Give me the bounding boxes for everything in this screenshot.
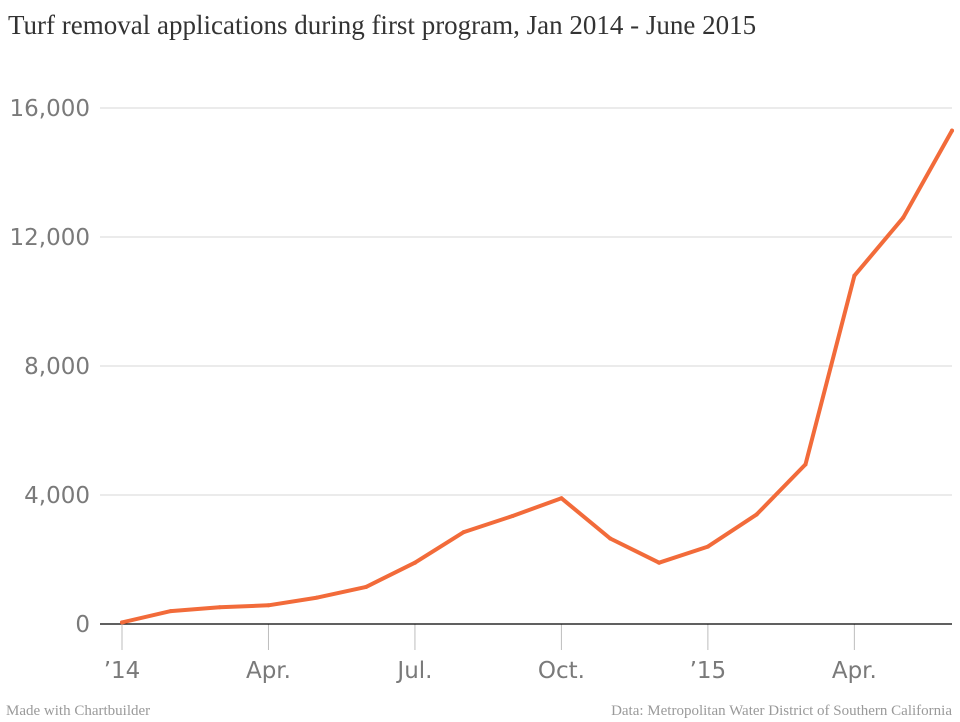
y-tick-label: 16,000 <box>10 96 90 122</box>
data-point <box>266 603 271 608</box>
x-tick-label: Apr. <box>246 658 291 684</box>
data-point <box>168 609 173 614</box>
x-tick-label: Apr. <box>832 658 877 684</box>
data-point <box>120 620 124 625</box>
data-point <box>217 605 222 610</box>
y-axis-tick-labels: 0 4,000 8,000 12,000 16,000 <box>10 96 90 638</box>
data-point <box>901 215 906 220</box>
source-text: Data: Metropolitan Water District of Sou… <box>611 703 952 719</box>
data-point <box>412 560 417 565</box>
x-tick-label: Oct. <box>538 658 585 684</box>
y-tick-label: 0 <box>75 612 90 638</box>
x-tick-label: ’14 <box>104 658 141 684</box>
data-point <box>461 530 466 535</box>
x-tick-label: Jul. <box>395 658 432 684</box>
data-point <box>754 512 759 517</box>
data-point <box>852 273 857 278</box>
data-point <box>510 513 515 518</box>
x-axis-ticks: ’14 Apr. Jul. Oct. ’15 Apr. <box>104 624 877 684</box>
y-tick-label: 12,000 <box>10 225 90 251</box>
data-point <box>705 544 710 549</box>
credit-text: Made with Chartbuilder <box>6 703 151 719</box>
data-point <box>364 584 369 589</box>
data-point <box>559 496 564 501</box>
series-layer <box>120 128 954 625</box>
data-point <box>608 536 613 541</box>
chart-title: Turf removal applications during first p… <box>8 10 757 40</box>
y-tick-label: 8,000 <box>24 354 90 380</box>
y-tick-label: 4,000 <box>24 483 90 509</box>
data-point <box>315 595 320 600</box>
data-point <box>803 462 808 467</box>
series-line-turf-applications <box>120 128 954 625</box>
x-tick-label: ’15 <box>690 658 727 684</box>
gridlines <box>100 107 952 496</box>
data-point <box>950 128 954 133</box>
data-point <box>657 560 662 565</box>
